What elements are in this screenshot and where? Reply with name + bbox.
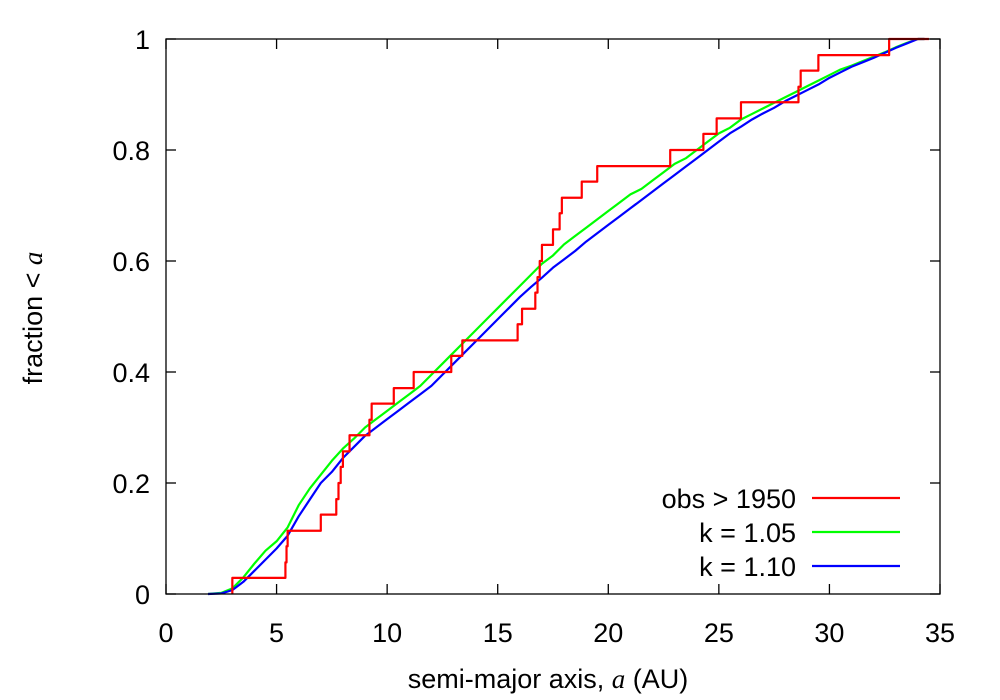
y-tick-label: 0.8 bbox=[112, 136, 150, 166]
legend-label: k = 1.05 bbox=[699, 518, 796, 548]
x-tick-label: 25 bbox=[704, 618, 734, 648]
x-tick-label: 0 bbox=[158, 618, 173, 648]
x-tick-label: 30 bbox=[814, 618, 844, 648]
x-tick-label: 35 bbox=[925, 618, 955, 648]
y-axis-label-variable: a bbox=[18, 252, 48, 266]
legend-label: obs > 1950 bbox=[662, 484, 796, 514]
tick-label-layer: 0 5 10 15 20 25 30 35 0 0.2 0.4 0.6 0.8 1 bbox=[112, 25, 955, 648]
y-tick-label: 0.2 bbox=[112, 469, 150, 499]
x-axis-label: semi-major axis, a (AU) bbox=[408, 664, 689, 694]
series-line-k110 bbox=[207, 37, 925, 596]
y-tick-label: 1 bbox=[135, 25, 150, 55]
series-line-obs bbox=[231, 37, 929, 594]
x-tick-label: 20 bbox=[593, 618, 623, 648]
x-axis-label-prefix: semi-major axis, bbox=[408, 664, 612, 694]
x-axis-label-variable: a bbox=[612, 664, 626, 694]
legend: obs > 1950 k = 1.05 k = 1.10 bbox=[662, 484, 900, 582]
plot-frame bbox=[165, 38, 941, 595]
y-tick-label: 0 bbox=[135, 580, 150, 610]
y-tick-label: 0.6 bbox=[112, 247, 150, 277]
y-axis-label-prefix: fraction < bbox=[18, 265, 48, 384]
x-axis-label-suffix: (AU) bbox=[625, 664, 688, 694]
tick-layer bbox=[165, 38, 941, 595]
series-layer bbox=[207, 37, 929, 596]
legend-label: k = 1.10 bbox=[699, 552, 796, 582]
y-axis-label: fraction < a bbox=[18, 252, 48, 385]
series-line-k105 bbox=[207, 37, 925, 596]
x-tick-label: 10 bbox=[372, 618, 402, 648]
x-tick-label: 15 bbox=[483, 618, 513, 648]
y-tick-label: 0.4 bbox=[112, 358, 150, 388]
x-tick-label: 5 bbox=[269, 618, 284, 648]
